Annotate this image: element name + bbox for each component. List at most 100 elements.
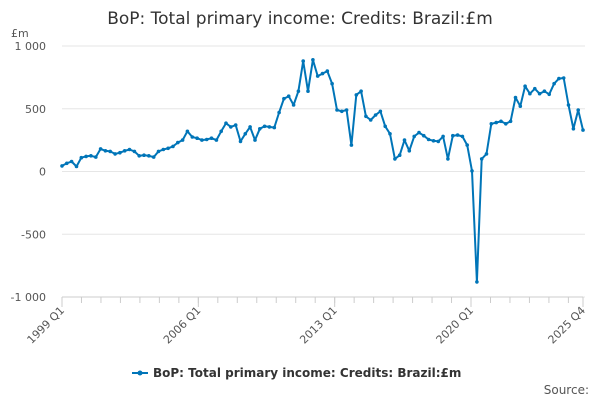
- data-point: [200, 138, 204, 142]
- data-point: [383, 124, 388, 129]
- data-point: [214, 138, 219, 142]
- data-point: [344, 108, 349, 112]
- data-point: [451, 133, 455, 138]
- legend-marker-icon: [137, 370, 143, 376]
- y-tick-label: -1 000: [11, 291, 46, 304]
- data-point: [340, 109, 344, 114]
- data-point: [190, 135, 195, 139]
- data-point: [557, 76, 561, 81]
- data-point: [122, 149, 127, 153]
- data-point: [127, 147, 132, 152]
- data-point: [373, 113, 378, 117]
- data-point: [364, 114, 368, 119]
- data-point: [277, 110, 281, 115]
- data-point: [161, 147, 166, 152]
- data-point: [393, 157, 397, 161]
- gridlines: [62, 45, 585, 298]
- data-point: [94, 155, 98, 159]
- data-point: [470, 169, 474, 173]
- data-point: [499, 119, 503, 124]
- x-tick-label: 2025 Q4: [546, 304, 589, 347]
- data-point: [465, 143, 470, 147]
- data-point: [147, 154, 151, 158]
- data-point: [446, 157, 450, 161]
- chart-title: BoP: Total primary income: Credits: Braz…: [107, 9, 493, 29]
- data-point: [533, 86, 537, 91]
- data-point: [378, 109, 383, 114]
- data-point: [84, 154, 88, 159]
- data-point: [229, 125, 233, 129]
- data-point: [475, 280, 479, 284]
- data-point: [185, 129, 190, 134]
- data-point: [547, 92, 551, 97]
- legend[interactable]: BoP: Total primary income: Credits: Braz…: [132, 366, 461, 380]
- data-point: [320, 71, 325, 76]
- y-axis-ticks: 1 000 500 0 -500 -1 000: [11, 40, 46, 304]
- data-point: [528, 91, 532, 96]
- data-point: [504, 122, 508, 126]
- data-point: [349, 143, 354, 147]
- data-point: [132, 149, 137, 154]
- data-point: [479, 157, 484, 161]
- data-point: [494, 120, 499, 125]
- data-point: [576, 108, 580, 112]
- data-point: [523, 84, 527, 88]
- data-point: [368, 118, 373, 122]
- data-point: [60, 164, 64, 168]
- data-point: [426, 137, 431, 142]
- x-tick-label: 2020 Q1: [434, 304, 477, 347]
- y-tick-label: -500: [21, 228, 46, 241]
- data-point: [282, 96, 286, 101]
- data-point: [354, 93, 359, 97]
- data-point: [176, 140, 180, 145]
- x-tick-label: 2006 Q1: [161, 304, 204, 347]
- data-point: [286, 94, 291, 98]
- data-point: [508, 119, 513, 124]
- data-point: [397, 153, 402, 157]
- data-point: [291, 103, 296, 107]
- data-point: [561, 76, 566, 80]
- data-point: [258, 127, 262, 131]
- data-point: [436, 139, 441, 144]
- data-point: [142, 153, 146, 157]
- data-point: [431, 139, 436, 143]
- source-label: Source:: [544, 383, 589, 397]
- data-point: [98, 147, 103, 151]
- y-tick-label: 1 000: [15, 40, 47, 53]
- data-point: [542, 89, 547, 93]
- data-point: [484, 152, 489, 156]
- series-line: [61, 58, 584, 283]
- data-point: [518, 104, 523, 108]
- data-point: [315, 74, 320, 78]
- data-point: [359, 89, 363, 93]
- data-point: [272, 125, 277, 130]
- data-point: [301, 59, 306, 63]
- data-point: [388, 132, 392, 136]
- data-point: [195, 136, 199, 140]
- data-point: [489, 122, 494, 126]
- data-point: [325, 69, 330, 73]
- data-point: [74, 164, 79, 169]
- data-point: [233, 123, 238, 127]
- data-point: [441, 134, 445, 139]
- data-point: [69, 159, 74, 164]
- data-point: [311, 58, 315, 62]
- data-point: [204, 137, 209, 142]
- data-point: [402, 138, 407, 142]
- data-point: [330, 81, 334, 86]
- data-point: [180, 138, 185, 142]
- legend-item-label: BoP: Total primary income: Credits: Braz…: [153, 366, 461, 380]
- data-point: [460, 134, 465, 139]
- data-point: [581, 128, 585, 132]
- data-point: [209, 136, 214, 140]
- data-point: [156, 149, 161, 154]
- data-point: [65, 161, 69, 166]
- data-point: [253, 138, 257, 142]
- data-point: [306, 89, 310, 93]
- x-axis: 1999 Q1 2006 Q1 2013 Q1 2020 Q1 2025 Q4: [25, 296, 589, 347]
- data-point: [267, 125, 272, 129]
- data-point: [219, 129, 223, 134]
- data-point: [118, 150, 122, 155]
- x-tick-label: 1999 Q1: [25, 304, 68, 347]
